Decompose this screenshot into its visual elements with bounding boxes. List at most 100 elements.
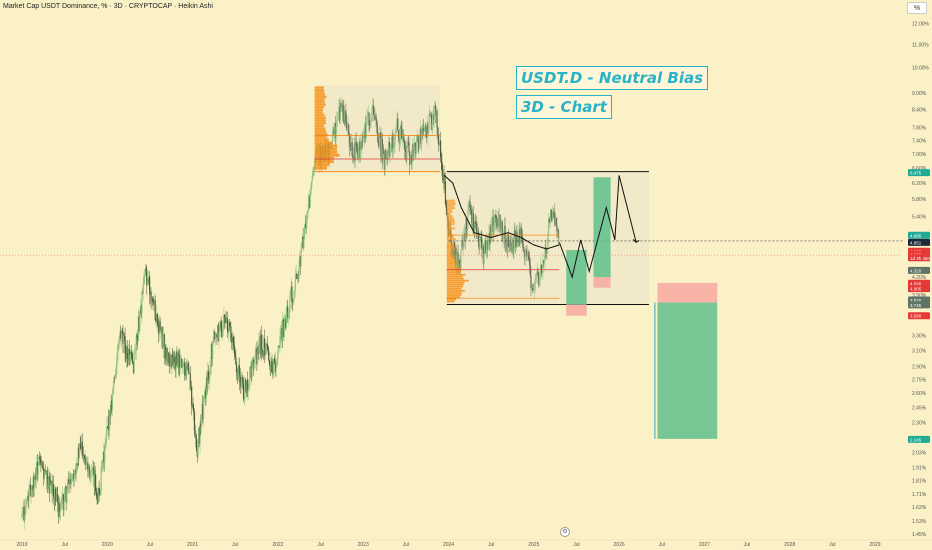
volume-bar: [314, 103, 326, 106]
volume-bar: [446, 294, 462, 296]
candle-body: [293, 292, 295, 300]
y-tick-label: 4.20%: [912, 275, 927, 281]
candle-body: [369, 122, 372, 127]
volume-bar: [446, 279, 469, 282]
candle-body: [456, 254, 458, 269]
candle-body: [442, 173, 444, 180]
x-tick-label: 2019: [16, 542, 27, 548]
candle-body: [399, 138, 401, 143]
candle-body: [158, 320, 161, 335]
candle-body: [335, 126, 337, 139]
candle-body: [522, 244, 524, 252]
candle-body: [248, 383, 250, 388]
candle-body: [188, 373, 191, 375]
candle-body: [479, 236, 482, 238]
candle-body: [279, 335, 281, 348]
candle-body: [256, 348, 258, 365]
price-label-bg: [908, 312, 930, 320]
volume-bar: [446, 250, 452, 252]
candle-body: [421, 130, 423, 144]
settings-icon[interactable]: ⚙: [560, 527, 570, 537]
candle-body: [212, 335, 214, 344]
candle-body: [529, 265, 531, 277]
candle-body: [249, 366, 251, 384]
volume-bar: [446, 257, 454, 259]
candle-body: [102, 451, 104, 461]
x-tick-label: Jul: [147, 542, 153, 548]
volume-bar: [446, 219, 455, 221]
candle-body: [286, 306, 288, 308]
candle-body: [385, 150, 387, 159]
candle-body: [190, 386, 192, 391]
candle-body: [422, 127, 424, 133]
candle-body: [240, 376, 242, 387]
candle-body: [146, 270, 148, 286]
candle-body: [478, 240, 480, 250]
candle-body: [389, 147, 391, 157]
candle-body: [503, 234, 505, 239]
candle-body: [130, 351, 132, 355]
volume-bar: [314, 108, 323, 111]
candle-body: [106, 426, 108, 436]
candle-body: [538, 279, 541, 286]
candle-body: [48, 476, 50, 485]
volume-bar: [314, 138, 329, 142]
x-tick-label: 2020: [102, 542, 113, 548]
candle-body: [303, 238, 305, 248]
candle-body: [88, 466, 90, 478]
candle-body: [344, 111, 346, 124]
candle-body: [347, 124, 349, 128]
candle-body: [136, 335, 138, 338]
price-label-bg: [908, 435, 930, 443]
candle-body: [254, 359, 256, 364]
volume-bar: [314, 86, 324, 89]
candle-body: [186, 366, 188, 376]
candle-body: [303, 226, 306, 239]
candle-body: [228, 322, 231, 327]
candle-body: [388, 141, 390, 150]
candle-body: [50, 481, 53, 483]
candle-body: [21, 514, 23, 518]
candle-body: [161, 326, 163, 348]
candle-body: [52, 484, 55, 496]
candle-body: [378, 133, 381, 147]
candle-body: [43, 467, 45, 479]
candle-body: [29, 484, 32, 496]
candle-body: [383, 149, 385, 154]
candle-body: [520, 227, 522, 236]
candle-body: [350, 142, 353, 151]
candle-body: [263, 338, 266, 356]
annotation-timeframe[interactable]: 3D - Chart: [516, 95, 612, 119]
percent-scale-button[interactable]: %: [907, 2, 927, 14]
candle-body: [334, 123, 336, 135]
candle-body: [116, 361, 118, 375]
candle-body: [206, 377, 208, 389]
candle-body: [253, 363, 255, 369]
volume-bar: [446, 217, 454, 219]
candle-body: [401, 128, 403, 140]
candle-body: [83, 455, 85, 460]
candle-body: [254, 348, 257, 360]
candle-body: [205, 389, 207, 398]
price-label-bg: [908, 279, 930, 287]
short-target-zone: [657, 302, 718, 439]
candle-body: [417, 134, 419, 142]
candle-body: [428, 121, 430, 133]
candle-body: [149, 291, 151, 295]
candle-body: [296, 274, 299, 280]
candle-body: [285, 318, 287, 328]
candle-body: [38, 456, 41, 458]
candle-body: [402, 137, 404, 140]
candle-body: [94, 474, 96, 487]
annotation-neutral-bias[interactable]: USDT.D - Neutral Bias: [516, 66, 709, 90]
volume-bar: [446, 248, 456, 250]
candle-body: [555, 218, 557, 226]
candle-body: [107, 416, 109, 428]
candle-body: [185, 366, 187, 376]
candle-body: [531, 288, 533, 289]
range-box: [446, 171, 649, 305]
candle-body: [80, 441, 83, 449]
candle-body: [439, 140, 441, 146]
